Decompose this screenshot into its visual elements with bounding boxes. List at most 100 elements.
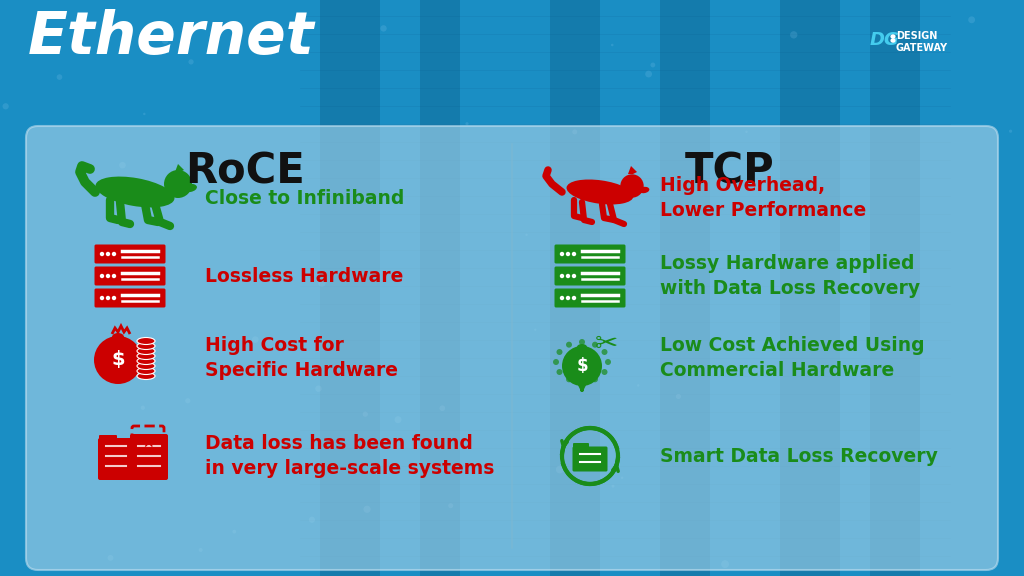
Circle shape: [605, 359, 611, 365]
FancyBboxPatch shape: [94, 289, 166, 308]
Circle shape: [466, 122, 469, 126]
Text: High Overhead,
Lower Performance: High Overhead, Lower Performance: [660, 176, 866, 220]
Circle shape: [592, 376, 598, 382]
Circle shape: [112, 274, 116, 278]
Circle shape: [112, 252, 116, 256]
Text: DG: DG: [870, 31, 900, 49]
Text: Low Cost Achieved Using
Commercial Hardware: Low Cost Achieved Using Commercial Hardw…: [660, 336, 925, 380]
FancyBboxPatch shape: [572, 446, 607, 472]
Circle shape: [676, 394, 681, 399]
Ellipse shape: [112, 333, 124, 341]
Circle shape: [566, 274, 570, 278]
Ellipse shape: [137, 353, 155, 359]
Circle shape: [439, 406, 445, 411]
Circle shape: [969, 16, 975, 23]
Circle shape: [611, 484, 614, 488]
Circle shape: [851, 452, 854, 455]
FancyBboxPatch shape: [98, 438, 136, 480]
FancyBboxPatch shape: [780, 0, 840, 576]
Polygon shape: [175, 164, 184, 172]
Circle shape: [611, 44, 613, 46]
Ellipse shape: [137, 367, 155, 374]
Ellipse shape: [137, 358, 155, 365]
Circle shape: [566, 252, 570, 256]
Ellipse shape: [639, 187, 649, 193]
Circle shape: [380, 25, 387, 32]
Circle shape: [791, 31, 798, 39]
Circle shape: [188, 59, 194, 65]
Ellipse shape: [137, 338, 155, 344]
Circle shape: [99, 252, 104, 256]
Circle shape: [571, 252, 577, 256]
Circle shape: [99, 274, 104, 278]
Ellipse shape: [577, 344, 587, 350]
Circle shape: [601, 349, 607, 355]
Circle shape: [721, 560, 729, 568]
Ellipse shape: [137, 373, 155, 380]
Circle shape: [34, 51, 37, 54]
Circle shape: [94, 336, 142, 384]
Circle shape: [108, 555, 114, 561]
Circle shape: [105, 296, 111, 300]
Circle shape: [601, 369, 607, 375]
Circle shape: [571, 296, 577, 300]
Circle shape: [140, 406, 145, 410]
Text: ✂: ✂: [594, 330, 617, 358]
Text: Lossy Hardware applied
with Data Loss Recovery: Lossy Hardware applied with Data Loss Re…: [660, 254, 921, 298]
FancyBboxPatch shape: [130, 434, 168, 480]
Circle shape: [318, 279, 326, 287]
FancyBboxPatch shape: [99, 435, 117, 443]
Circle shape: [252, 336, 258, 343]
Circle shape: [621, 476, 624, 479]
Circle shape: [99, 296, 104, 300]
Ellipse shape: [95, 177, 174, 207]
Ellipse shape: [183, 184, 197, 192]
FancyBboxPatch shape: [94, 244, 166, 263]
Text: Ethernet: Ethernet: [28, 9, 314, 66]
Circle shape: [143, 113, 145, 115]
Text: ✕: ✕: [142, 437, 154, 451]
Circle shape: [566, 342, 572, 348]
Circle shape: [56, 74, 62, 80]
Circle shape: [535, 329, 537, 331]
Text: GATEWAY: GATEWAY: [896, 43, 948, 53]
Circle shape: [309, 517, 315, 523]
Circle shape: [621, 175, 644, 198]
Circle shape: [592, 342, 598, 348]
FancyBboxPatch shape: [555, 289, 626, 308]
Circle shape: [199, 548, 203, 552]
Circle shape: [394, 416, 401, 423]
Circle shape: [745, 131, 748, 133]
FancyBboxPatch shape: [870, 0, 920, 576]
Circle shape: [1009, 130, 1012, 133]
Circle shape: [364, 506, 371, 513]
Text: RoCE: RoCE: [185, 151, 305, 193]
Circle shape: [572, 130, 578, 134]
FancyBboxPatch shape: [420, 0, 460, 576]
Text: TCP: TCP: [685, 151, 775, 193]
Text: High Cost for
Specific Hardware: High Cost for Specific Hardware: [205, 336, 398, 380]
Circle shape: [579, 339, 585, 345]
Circle shape: [560, 274, 564, 278]
Circle shape: [560, 252, 564, 256]
Circle shape: [562, 346, 602, 386]
Circle shape: [645, 71, 652, 77]
FancyBboxPatch shape: [94, 267, 166, 286]
Circle shape: [105, 274, 111, 278]
FancyBboxPatch shape: [26, 126, 998, 570]
Circle shape: [119, 162, 126, 168]
Circle shape: [162, 37, 169, 44]
FancyBboxPatch shape: [555, 267, 626, 286]
Circle shape: [315, 385, 322, 392]
Text: $: $: [577, 357, 588, 375]
Circle shape: [525, 234, 527, 236]
Circle shape: [579, 379, 585, 385]
FancyBboxPatch shape: [555, 244, 626, 263]
Circle shape: [105, 252, 111, 256]
Ellipse shape: [137, 343, 155, 350]
Circle shape: [566, 296, 570, 300]
Circle shape: [556, 465, 564, 473]
Circle shape: [560, 296, 564, 300]
Polygon shape: [628, 166, 637, 174]
Circle shape: [449, 503, 454, 508]
